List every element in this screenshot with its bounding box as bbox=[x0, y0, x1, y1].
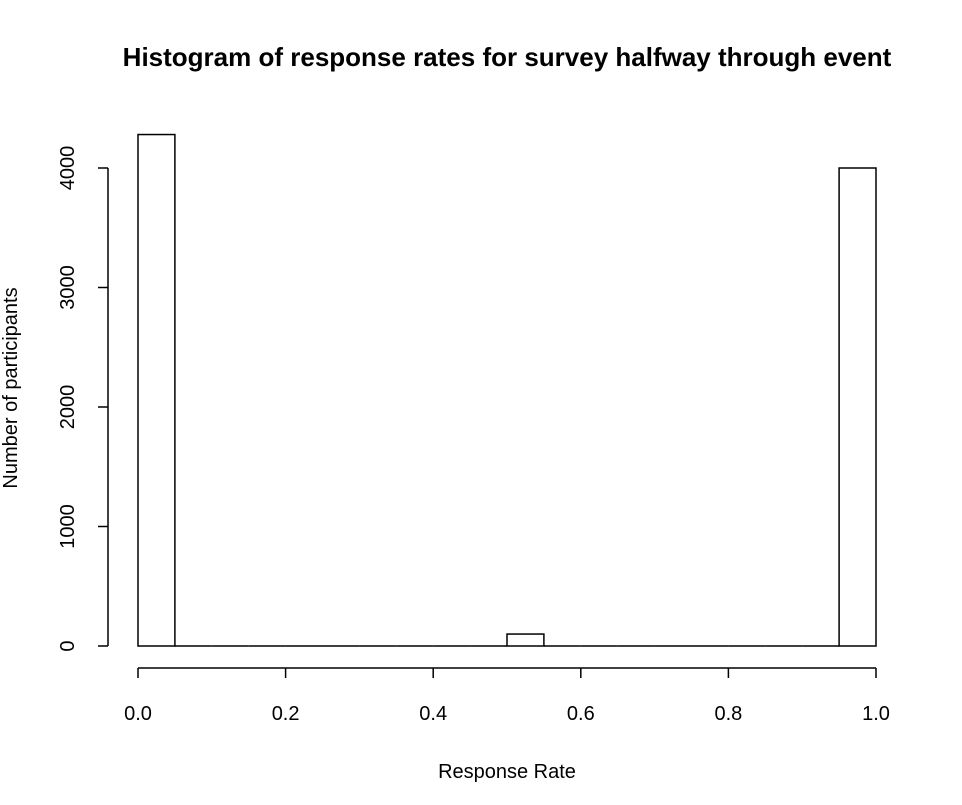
histogram-bar-10 bbox=[506, 633, 545, 647]
x-axis: 0.0 0.2 0.4 0.6 0.8 1.0 bbox=[124, 667, 890, 725]
x-tick-label-1: 0.2 bbox=[272, 703, 300, 725]
y-axis-label: Number of participants bbox=[0, 287, 22, 488]
histogram-bar-19 bbox=[838, 167, 877, 647]
y-axis: 0 1000 2000 3000 4000 bbox=[57, 146, 109, 652]
y-tick-label-1: 1000 bbox=[57, 504, 79, 549]
x-tick-label-0: 0.0 bbox=[124, 703, 152, 725]
histogram-bar-0 bbox=[137, 133, 176, 647]
x-tick-label-4: 0.8 bbox=[714, 703, 742, 725]
y-tick-label-0: 0 bbox=[57, 640, 79, 651]
x-tick-label-5: 1.0 bbox=[862, 703, 890, 725]
y-tick-label-3: 3000 bbox=[57, 265, 79, 310]
x-tick-label-3: 0.6 bbox=[567, 703, 595, 725]
y-tick-label-2: 2000 bbox=[57, 385, 79, 430]
y-tick-label-4: 4000 bbox=[57, 146, 79, 191]
histogram-bars bbox=[137, 133, 877, 647]
x-axis-label: Response Rate bbox=[438, 761, 576, 783]
x-tick-label-2: 0.4 bbox=[419, 703, 447, 725]
chart-title: Histogram of response rates for survey h… bbox=[123, 42, 892, 72]
